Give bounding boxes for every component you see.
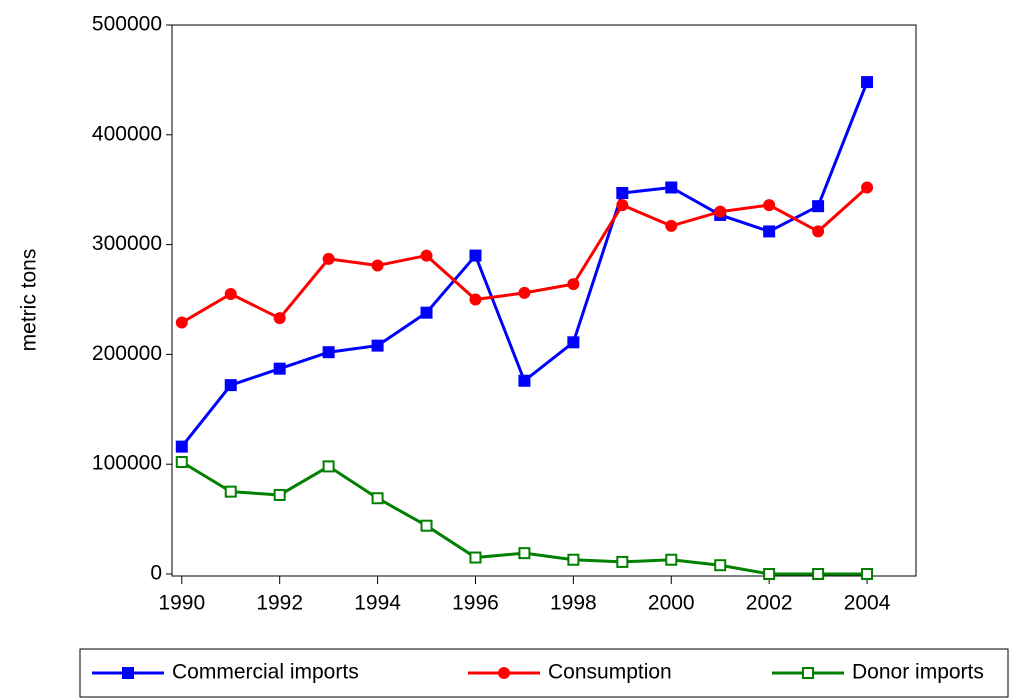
marker <box>861 76 874 89</box>
marker <box>763 568 776 580</box>
marker <box>518 374 531 387</box>
marker <box>714 205 727 218</box>
marker <box>665 553 678 566</box>
marker <box>714 559 727 572</box>
marker <box>518 286 531 299</box>
marker <box>812 568 825 580</box>
marker <box>616 199 629 212</box>
marker <box>420 249 433 262</box>
y-axis-label: metric tons <box>18 249 41 352</box>
marker <box>763 199 776 212</box>
x-tick-label: 1990 <box>158 592 205 615</box>
y-tick-label: 200000 <box>92 342 162 365</box>
y-tick-label: 400000 <box>92 122 162 145</box>
marker <box>420 306 433 319</box>
marker <box>861 181 874 194</box>
marker <box>273 488 286 501</box>
x-tick-label: 1998 <box>550 592 597 615</box>
x-tick-label: 1992 <box>256 592 303 615</box>
plot-frame <box>171 24 917 577</box>
marker <box>175 456 188 469</box>
marker <box>469 249 482 262</box>
series-line <box>180 81 869 448</box>
legend-marker <box>498 667 510 679</box>
marker <box>273 362 286 375</box>
marker <box>469 551 482 564</box>
marker <box>371 339 384 352</box>
marker <box>224 379 237 392</box>
marker <box>665 219 678 232</box>
marker <box>567 336 580 349</box>
marker <box>812 200 825 213</box>
marker <box>175 316 188 329</box>
marker <box>567 278 580 291</box>
marker <box>175 440 188 453</box>
legend-marker <box>802 667 814 679</box>
x-tick-label: 1996 <box>452 592 499 615</box>
marker <box>567 553 580 566</box>
marker <box>224 485 237 498</box>
marker <box>763 225 776 238</box>
marker <box>224 288 237 301</box>
marker <box>322 460 335 473</box>
marker <box>420 519 433 532</box>
x-tick-label: 1994 <box>354 592 401 615</box>
y-tick-label: 300000 <box>92 232 162 255</box>
marker <box>518 547 531 560</box>
marker <box>273 312 286 325</box>
marker <box>371 492 384 505</box>
x-tick-label: 2000 <box>648 592 695 615</box>
legend-marker <box>122 667 134 679</box>
marker <box>371 259 384 272</box>
x-tick-label: 2002 <box>746 592 793 615</box>
legend-label: Donor imports <box>852 661 984 684</box>
legend-label: Commercial imports <box>172 661 359 684</box>
marker <box>322 252 335 265</box>
legend-label: Consumption <box>548 661 672 684</box>
marker <box>469 293 482 306</box>
x-tick-label: 2004 <box>844 592 891 615</box>
y-tick-label: 0 <box>150 562 162 585</box>
marker <box>665 181 678 194</box>
marker <box>812 225 825 238</box>
marker <box>861 568 874 580</box>
legend-box <box>79 648 1009 698</box>
y-tick-label: 100000 <box>92 452 162 475</box>
marker <box>616 555 629 568</box>
marker <box>616 186 629 199</box>
marker <box>322 346 335 359</box>
y-tick-label: 500000 <box>92 13 162 36</box>
